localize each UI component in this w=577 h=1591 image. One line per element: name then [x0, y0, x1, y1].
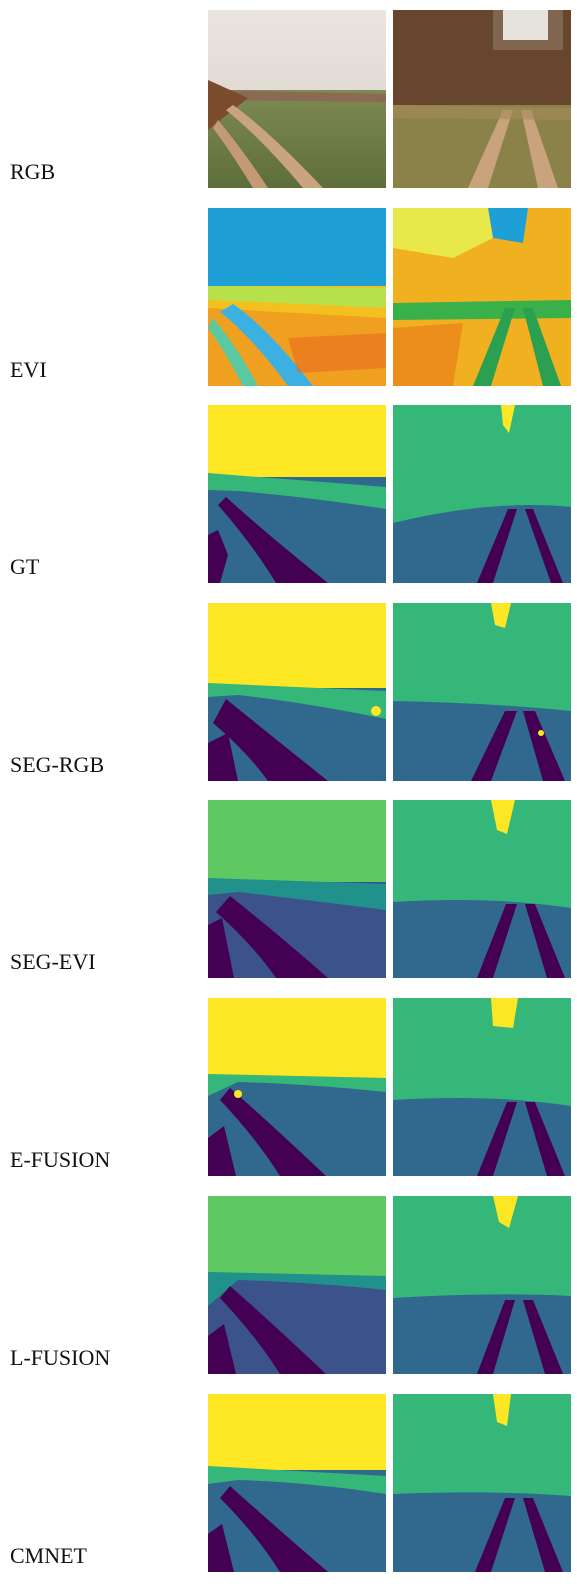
- row-label-rgb: RGB: [10, 159, 56, 184]
- e-fusion-field-mask: [208, 998, 386, 1176]
- row-label-e-fusion: E-FUSION: [10, 1147, 111, 1172]
- l-fusion-forest-mask: [393, 1196, 571, 1374]
- evi-field-map: [208, 208, 386, 386]
- row-rgb: RGB: [0, 10, 577, 188]
- row-gt: GT: [0, 405, 577, 583]
- image-l-fusion-field: [208, 1196, 386, 1374]
- image-rgb-field: [208, 10, 386, 188]
- image-seg-rgb-forest: [393, 603, 571, 781]
- evi-forest-map: [393, 208, 571, 386]
- row-label-seg-rgb: SEG-RGB: [10, 752, 105, 777]
- image-gt-field: [208, 405, 386, 583]
- image-seg-evi-field: [208, 800, 386, 978]
- row-cmnet: CMNET: [0, 1394, 577, 1572]
- row-label-evi: EVI: [10, 357, 47, 382]
- e-fusion-forest-mask: [393, 998, 571, 1176]
- image-evi-field: [208, 208, 386, 386]
- image-cmnet-forest: [393, 1394, 571, 1572]
- image-seg-evi-forest: [393, 800, 571, 978]
- image-evi-forest: [393, 208, 571, 386]
- image-e-fusion-field: [208, 998, 386, 1176]
- cmnet-forest-mask: [393, 1394, 571, 1572]
- row-label-l-fusion: L-FUSION: [10, 1345, 111, 1370]
- seg-evi-forest-mask: [393, 800, 571, 978]
- row-evi: EVI: [0, 208, 577, 386]
- seg-rgb-forest-mask: [393, 603, 571, 781]
- image-l-fusion-forest: [393, 1196, 571, 1374]
- row-seg-rgb: SEG-RGB: [0, 603, 577, 781]
- cmnet-field-mask: [208, 1394, 386, 1572]
- row-label-cmnet: CMNET: [10, 1543, 87, 1568]
- gt-forest-mask: [393, 405, 571, 583]
- row-e-fusion: E-FUSION: [0, 998, 577, 1176]
- row-l-fusion: L-FUSION: [0, 1196, 577, 1374]
- seg-evi-field-mask: [208, 800, 386, 978]
- image-seg-rgb-field: [208, 603, 386, 781]
- gt-field-mask: [208, 405, 386, 583]
- l-fusion-field-mask: [208, 1196, 386, 1374]
- row-label-gt: GT: [10, 554, 40, 579]
- row-seg-evi: SEG-EVI: [0, 800, 577, 978]
- row-label-seg-evi: SEG-EVI: [10, 949, 96, 974]
- image-cmnet-field: [208, 1394, 386, 1572]
- seg-rgb-field-mask: [208, 603, 386, 781]
- image-gt-forest: [393, 405, 571, 583]
- image-e-fusion-forest: [393, 998, 571, 1176]
- image-rgb-forest: [393, 10, 571, 188]
- rgb-field-photo: [208, 10, 386, 188]
- rgb-forest-photo: [393, 10, 571, 188]
